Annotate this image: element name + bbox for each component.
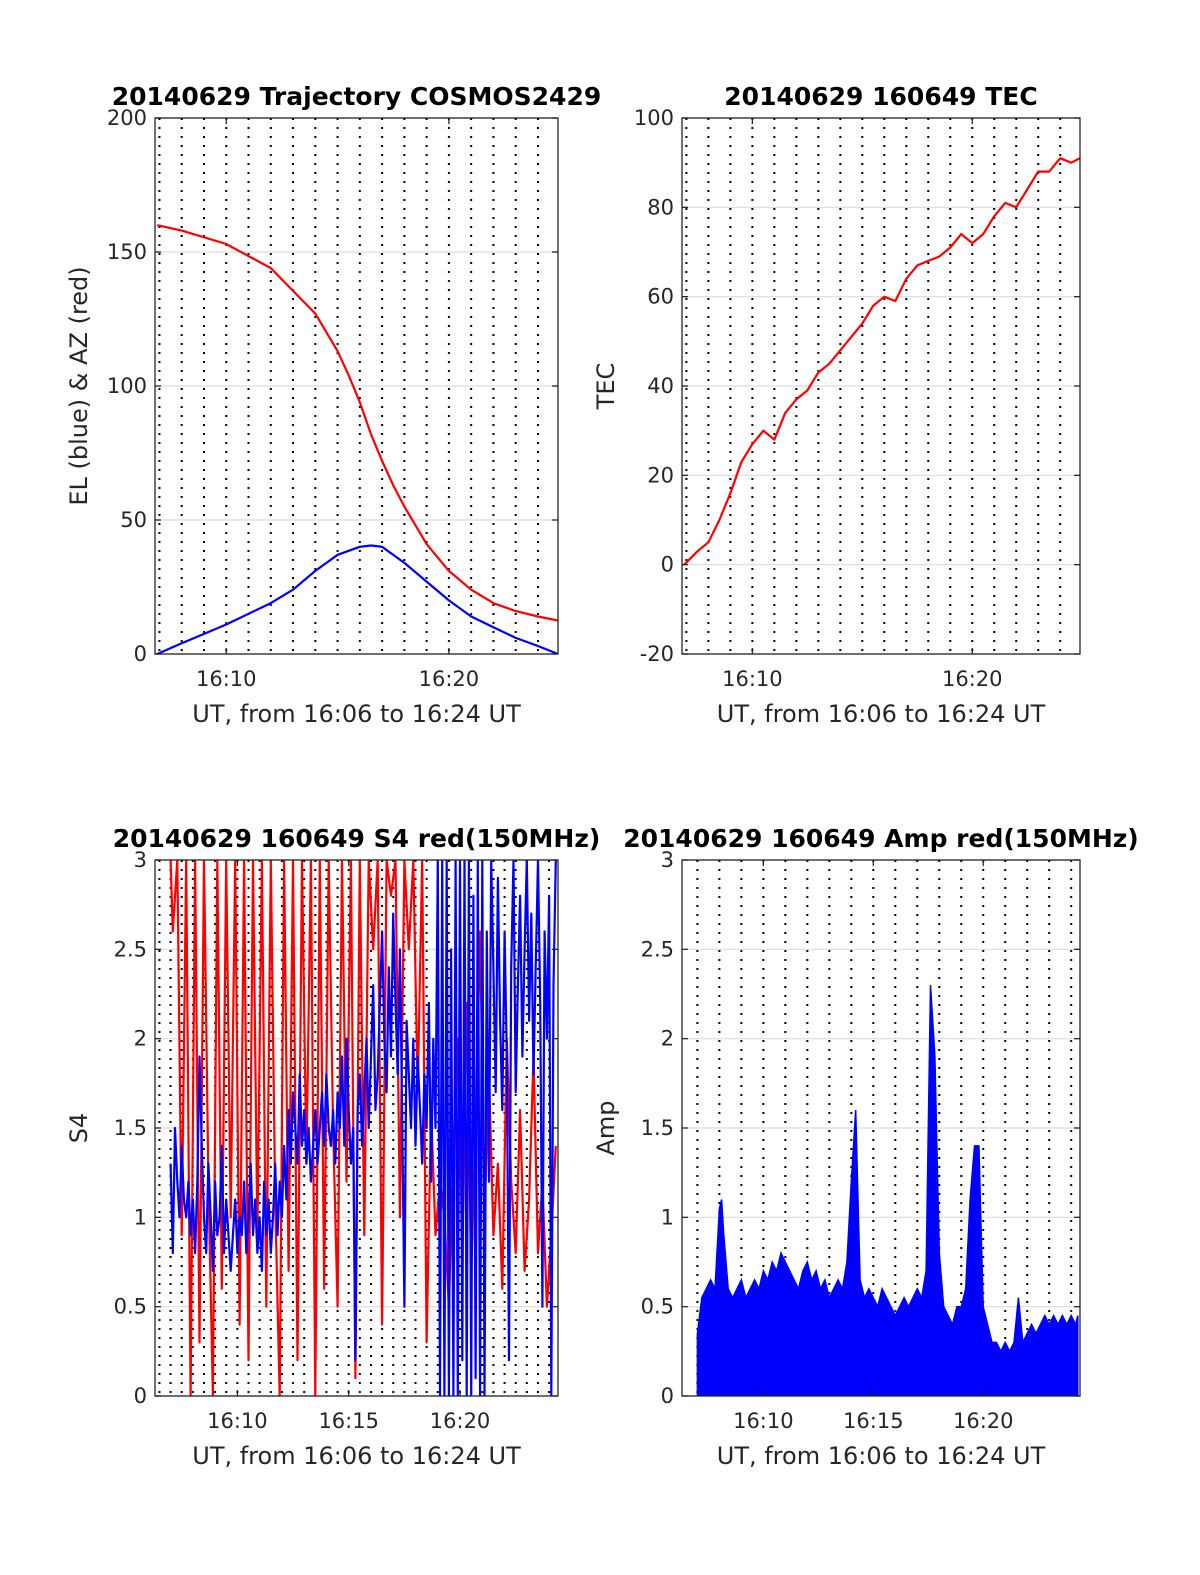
series-line-1 — [169, 860, 557, 1396]
s4-panel: 0 0.5 1 1.5 2 2.5 3 16:10 16:15 16:20 20140629 160… — [65, 824, 600, 1470]
x-tick-label: 16:15 — [843, 1409, 904, 1433]
y-tick-label: 50 — [120, 508, 147, 532]
y-tick-label: 40 — [647, 374, 674, 398]
y-tick-label: 0 — [134, 642, 147, 666]
x-axis-label: UT, from 16:06 to 16:24 UT — [717, 1442, 1046, 1470]
y-tick-label: 0.5 — [114, 1295, 147, 1319]
y-axis-label: TEC — [592, 363, 620, 411]
y-tick-label: 0 — [661, 1384, 674, 1408]
series-line-1 — [156, 544, 558, 654]
y-axis-label: S4 — [65, 1113, 93, 1144]
x-tick-label: 16:20 — [942, 667, 1003, 691]
tec-panel: -20 0 20 40 60 80 100 16:10 16:20 20140629 160649… — [592, 82, 1081, 728]
y-tick-label: 20 — [647, 463, 674, 487]
chart-title: 20140629 160649 Amp red(150MHz) — [623, 824, 1139, 853]
series-line-0 — [683, 157, 1080, 566]
x-tick-label: 16:15 — [318, 1409, 379, 1433]
y-tick-label: 0 — [661, 553, 674, 577]
x-tick-label: 16:10 — [722, 667, 783, 691]
x-tick-label: 16:20 — [419, 667, 480, 691]
x-axis-label: UT, from 16:06 to 16:24 UT — [717, 700, 1046, 728]
series-line-0 — [169, 860, 557, 1396]
y-tick-label: 3 — [134, 848, 147, 872]
y-tick-label: 1.5 — [114, 1116, 147, 1140]
y-axis-label: Amp — [592, 1100, 620, 1155]
y-tick-label: 60 — [647, 285, 674, 309]
y-axis-label: EL (blue) & AZ (red) — [65, 266, 93, 505]
y-tick-label: 0 — [134, 1384, 147, 1408]
y-tick-label: 100 — [107, 374, 147, 398]
chart-title: 20140629 Trajectory COSMOS2429 — [112, 82, 602, 111]
chart-title: 20140629 160649 S4 red(150MHz) — [113, 824, 601, 853]
y-tick-label: 200 — [107, 106, 147, 130]
y-tick-label: 1 — [661, 1205, 674, 1229]
trajectory-panel: 0 50 100 150 200 16:10 16:20 20140629 Trajector… — [65, 82, 601, 728]
y-tick-label: 1 — [134, 1205, 147, 1229]
x-tick-label: 16:10 — [733, 1409, 794, 1433]
y-tick-label: 2.5 — [641, 937, 674, 961]
amp-panel: 0 0.5 1 1.5 2 2.5 3 16:10 16:15 16:20 20140629 160… — [592, 824, 1139, 1470]
y-tick-label: 150 — [107, 240, 147, 264]
y-tick-label: 2 — [134, 1027, 147, 1051]
y-tick-label: 2.5 — [114, 937, 147, 961]
y-tick-label: 0.5 — [641, 1295, 674, 1319]
x-tick-label: 16:20 — [953, 1409, 1014, 1433]
x-axis-label: UT, from 16:06 to 16:24 UT — [192, 700, 521, 728]
y-tick-label: 1.5 — [641, 1116, 674, 1140]
y-tick-label: 2 — [661, 1027, 674, 1051]
x-axis-label: UT, from 16:06 to 16:24 UT — [192, 1442, 521, 1470]
y-tick-label: 100 — [634, 106, 674, 130]
x-tick-label: 16:10 — [196, 667, 257, 691]
x-tick-label: 16:10 — [207, 1409, 268, 1433]
x-tick-label: 16:20 — [430, 1409, 491, 1433]
y-tick-label: -20 — [640, 642, 674, 666]
y-tick-label: 80 — [647, 195, 674, 219]
series-line-0 — [156, 224, 558, 622]
series-area — [696, 985, 1079, 1396]
chart-title: 20140629 160649 TEC — [724, 82, 1037, 111]
y-tick-label: 3 — [661, 848, 674, 872]
